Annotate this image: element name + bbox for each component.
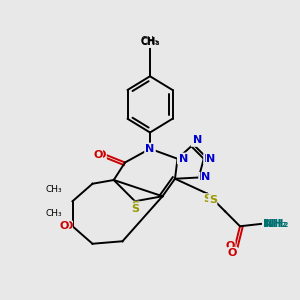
Text: O: O [228, 248, 237, 257]
Text: O: O [97, 150, 106, 160]
Text: CH₃: CH₃ [140, 38, 160, 47]
Text: S: S [131, 201, 139, 211]
Text: N: N [206, 154, 215, 164]
Text: N: N [201, 172, 211, 182]
Text: S: S [203, 194, 211, 204]
Text: S: S [209, 195, 217, 205]
Text: N: N [146, 144, 154, 154]
Text: N: N [193, 135, 202, 145]
Text: O: O [93, 150, 103, 160]
Text: N: N [178, 154, 187, 164]
Text: O: O [59, 221, 69, 231]
Text: S: S [131, 204, 139, 214]
Text: CH₃: CH₃ [141, 36, 159, 46]
Text: N: N [146, 144, 154, 154]
Text: NH₂: NH₂ [262, 219, 286, 229]
Text: CH₃: CH₃ [46, 185, 62, 194]
Text: N: N [179, 154, 188, 164]
Text: CH₃: CH₃ [46, 209, 62, 218]
Text: O: O [226, 241, 235, 251]
Text: N: N [191, 136, 200, 146]
Text: N: N [204, 154, 213, 164]
Text: N: N [199, 172, 208, 182]
Text: NH₂: NH₂ [265, 219, 288, 229]
Text: O: O [63, 221, 73, 231]
